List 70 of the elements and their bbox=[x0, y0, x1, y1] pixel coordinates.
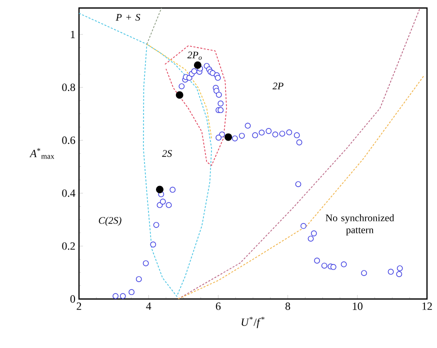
point bbox=[214, 74, 221, 81]
annotation: P + S bbox=[116, 14, 140, 21]
x-tick-label: 4 bbox=[146, 302, 152, 310]
line-series bbox=[178, 76, 424, 299]
point bbox=[321, 262, 328, 269]
point bbox=[214, 88, 220, 94]
point bbox=[314, 258, 320, 264]
point bbox=[216, 134, 222, 141]
point bbox=[266, 128, 272, 134]
x-tick-label: 8 bbox=[285, 302, 290, 310]
y-tick-label: 0.8 bbox=[62, 84, 76, 92]
point bbox=[218, 107, 224, 114]
point bbox=[388, 268, 394, 275]
point bbox=[244, 122, 251, 129]
point bbox=[170, 186, 176, 193]
point bbox=[166, 202, 172, 208]
point bbox=[176, 91, 184, 99]
annotation: C(2S) bbox=[98, 216, 122, 226]
point bbox=[153, 222, 160, 228]
point bbox=[194, 61, 202, 69]
y-tick-label: 1 bbox=[70, 30, 75, 38]
point bbox=[279, 130, 286, 137]
annotation: 2P$_{o}$ bbox=[187, 52, 202, 60]
point bbox=[210, 70, 216, 76]
point bbox=[300, 223, 306, 229]
point bbox=[396, 265, 403, 272]
line-series bbox=[146, 44, 212, 139]
point bbox=[232, 135, 238, 142]
point bbox=[156, 186, 164, 194]
point bbox=[150, 242, 156, 248]
point bbox=[396, 271, 402, 278]
point bbox=[272, 131, 278, 138]
x-axis-title: U$^{*}$/f$^{*}$ bbox=[242, 316, 264, 328]
point bbox=[294, 132, 300, 138]
point bbox=[136, 276, 142, 282]
point bbox=[330, 264, 336, 270]
point bbox=[142, 260, 149, 266]
line-series bbox=[178, 8, 420, 299]
point bbox=[178, 83, 185, 90]
point bbox=[219, 131, 225, 138]
x-tick-label: 2 bbox=[76, 302, 82, 310]
y-tick-label: 0.6 bbox=[62, 136, 76, 144]
annotation: 2P bbox=[272, 82, 284, 90]
annotation: No synchronized pattern bbox=[326, 214, 394, 236]
line-series bbox=[79, 12, 212, 297]
point bbox=[238, 132, 245, 139]
point bbox=[310, 230, 317, 236]
point bbox=[224, 133, 232, 141]
point bbox=[308, 236, 314, 242]
y-tick-label: 0.4 bbox=[62, 189, 76, 197]
point bbox=[340, 261, 347, 268]
point bbox=[218, 100, 224, 106]
x-tick-label: 12 bbox=[422, 302, 432, 310]
x-tick-label: 6 bbox=[216, 302, 221, 310]
point bbox=[286, 129, 292, 136]
y-tick-label: 0.2 bbox=[62, 242, 75, 250]
point bbox=[258, 130, 265, 136]
point bbox=[120, 293, 126, 300]
y-tick-label: 0 bbox=[70, 295, 76, 303]
point bbox=[296, 139, 302, 146]
point bbox=[160, 198, 166, 205]
x-tick-label: 10 bbox=[352, 302, 362, 310]
point bbox=[361, 270, 367, 276]
point bbox=[295, 181, 302, 188]
annotation: 2S bbox=[162, 150, 172, 157]
point bbox=[128, 289, 134, 296]
point bbox=[112, 293, 118, 300]
point bbox=[191, 68, 198, 74]
point bbox=[216, 92, 222, 98]
point bbox=[252, 132, 258, 138]
